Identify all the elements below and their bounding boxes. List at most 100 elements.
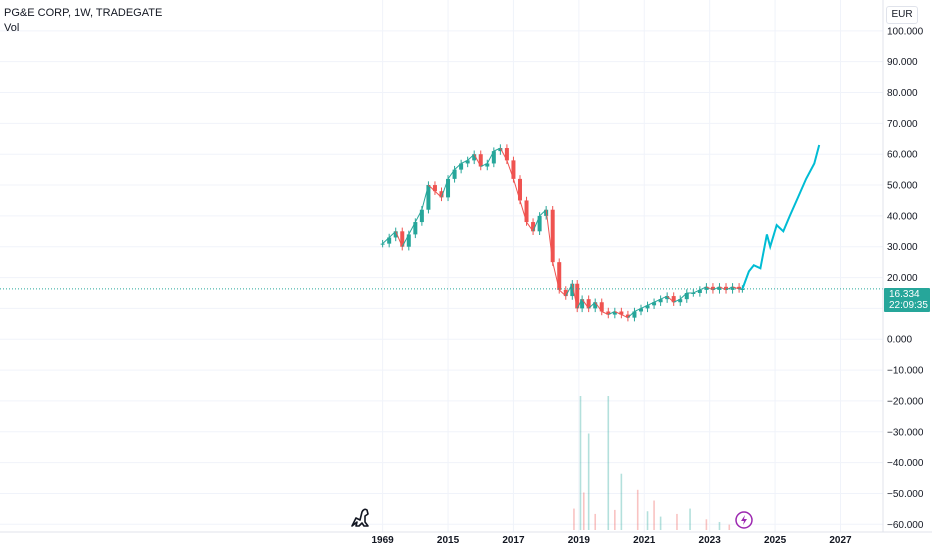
candle-body	[570, 283, 575, 297]
candle-body	[498, 148, 503, 152]
price-tick-label: −20.000	[887, 396, 924, 407]
symbol-title[interactable]: PG&E CORP, 1W, TRADEGATE	[4, 7, 163, 19]
candle-body	[459, 163, 464, 170]
candle-body	[575, 283, 580, 309]
candle-body	[504, 148, 509, 161]
price-tick-label: 70.000	[887, 119, 918, 130]
candle-link	[614, 311, 622, 316]
candle-link	[532, 215, 541, 232]
price-tick-label: −50.000	[887, 489, 924, 500]
candle-link	[634, 307, 642, 312]
volume-bar	[653, 500, 655, 530]
candle-link	[640, 304, 648, 309]
candle-body	[511, 160, 516, 179]
candle-body	[697, 289, 702, 293]
volume-bar	[587, 433, 590, 530]
candlestick-series	[380, 144, 745, 322]
price-tick-label: 80.000	[887, 88, 918, 99]
price-tick-label: −40.000	[887, 458, 924, 469]
candle-body	[406, 234, 411, 247]
candle-body	[426, 185, 431, 210]
candle-body	[704, 286, 709, 290]
candle-link	[428, 184, 436, 192]
candle-link	[473, 153, 482, 167]
candle-body	[593, 302, 598, 309]
volume-bar	[646, 511, 649, 530]
candle-body	[645, 305, 650, 309]
candle-link	[673, 298, 681, 303]
candle-link	[408, 221, 416, 235]
candle-link	[552, 262, 560, 291]
time-tick-label: 2021	[633, 535, 656, 546]
last-price-value: 16.334	[889, 289, 920, 300]
candle-link	[512, 178, 521, 201]
candle-body	[485, 163, 490, 167]
volume-bar	[573, 508, 575, 530]
time-tick-label: 2023	[699, 535, 722, 546]
candle-link	[719, 286, 727, 291]
candle-body	[563, 289, 568, 297]
tradingview-logo-icon[interactable]	[351, 508, 369, 527]
candle-body	[478, 154, 483, 167]
time-tick-label: 1969	[372, 535, 395, 546]
candle-link	[679, 292, 688, 300]
candle-link	[653, 298, 661, 303]
candle-body	[658, 299, 663, 303]
volume-bar	[659, 516, 662, 530]
candle-body	[452, 169, 457, 179]
candle-link	[388, 230, 397, 238]
candle-body	[380, 243, 385, 245]
currency-button[interactable]: EUR	[886, 6, 918, 24]
candle-body	[531, 222, 536, 232]
time-axis[interactable]: 1969 2015 2017 2019 2021 2023 2025 2027	[372, 535, 853, 546]
candle-body	[625, 314, 630, 318]
candle-body	[638, 308, 643, 312]
volume-bar	[718, 521, 721, 530]
candle-body	[684, 292, 689, 300]
candle-body	[432, 185, 437, 192]
volume-bar	[705, 519, 708, 530]
candle-link	[401, 234, 410, 247]
candle-link	[601, 311, 609, 316]
candle-link	[545, 209, 554, 263]
price-tick-label: 20.000	[887, 273, 918, 284]
time-tick-label: 2027	[829, 535, 852, 546]
candle-link	[526, 221, 534, 232]
price-axis[interactable]: 100.000 90.000 80.000 70.000 60.000 50.000 40.…	[887, 26, 924, 530]
candle-link	[519, 200, 528, 223]
price-tick-label: −10.000	[887, 366, 924, 377]
volume-bar	[676, 513, 678, 530]
price-tick-label: 60.000	[887, 150, 918, 161]
price-tick-label: −60.000	[887, 520, 924, 531]
candle-link	[441, 178, 449, 198]
lightning-icon[interactable]	[735, 511, 753, 529]
candle-body	[517, 178, 522, 201]
candle-body	[652, 302, 657, 306]
candle-link	[588, 301, 596, 309]
candle-body	[491, 151, 496, 164]
candle-link	[608, 311, 616, 316]
candle-link	[725, 286, 733, 291]
candle-link	[712, 286, 720, 291]
candle-link	[627, 311, 635, 319]
chart-legend: PG&E CORP, 1W, TRADEGATE Vol	[4, 6, 162, 36]
volume-bar	[614, 509, 616, 530]
grid-lines	[0, 0, 883, 532]
candle-body	[465, 160, 470, 164]
candle-body	[472, 154, 477, 161]
candle-body	[724, 286, 729, 290]
candle-body	[710, 286, 715, 290]
candle-link	[660, 295, 668, 300]
volume-bars	[573, 396, 731, 530]
time-tick-label: 2015	[437, 535, 460, 546]
candle-link	[647, 301, 655, 306]
candle-body	[419, 209, 424, 223]
candle-link	[706, 286, 714, 291]
candle-body	[557, 262, 562, 290]
candle-link	[414, 209, 423, 223]
volume-indicator-label[interactable]: Vol	[4, 22, 20, 34]
volume-bar	[582, 492, 585, 530]
candle-link	[666, 295, 675, 303]
